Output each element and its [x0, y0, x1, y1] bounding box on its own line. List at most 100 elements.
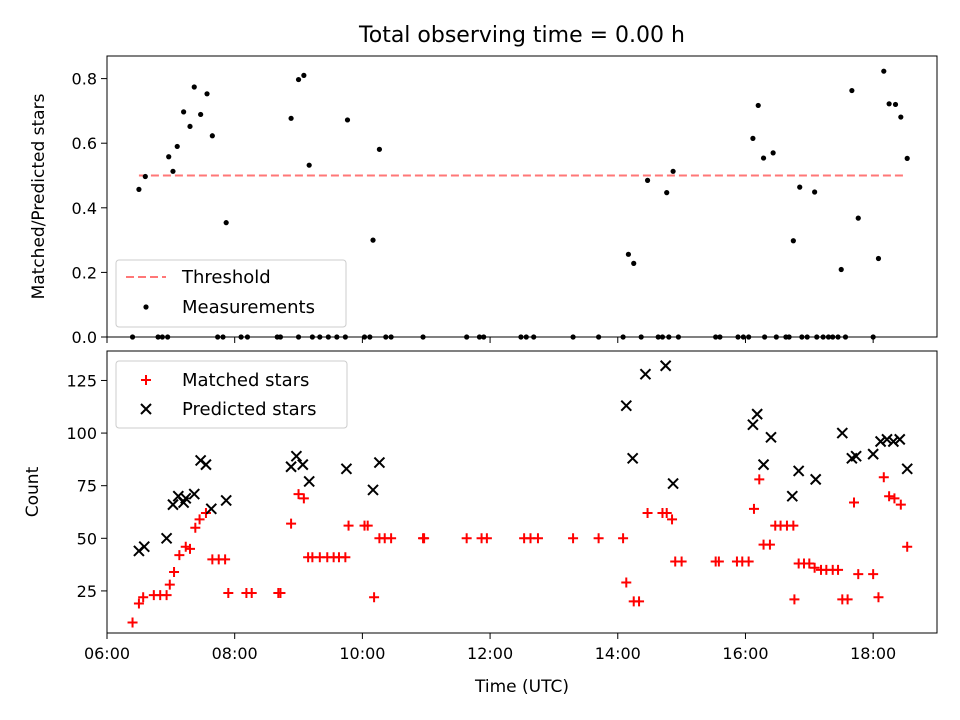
matched-star-point	[661, 508, 672, 519]
predicted-star-point	[757, 458, 770, 471]
predicted-star-point	[373, 456, 386, 469]
legend-predicted-swatch	[140, 403, 152, 415]
predicted-star-point	[205, 503, 217, 515]
measurement-point	[812, 189, 818, 195]
matched-star-point	[593, 533, 604, 544]
measurement-point	[288, 115, 294, 121]
bottom-y-tick-label: 125	[66, 371, 97, 390]
top-y-tick-label: 0.6	[72, 134, 97, 153]
predicted-star-point	[367, 484, 379, 496]
matched-star-point	[804, 558, 815, 569]
matched-star-point	[873, 592, 884, 603]
legend-matched-swatch	[141, 375, 151, 385]
bottom-legend: Matched stars Predicted stars	[115, 360, 348, 429]
measurement-point	[170, 168, 176, 174]
measurement-point	[136, 186, 142, 192]
measurement-point	[881, 68, 887, 74]
matched-star-point	[878, 472, 889, 483]
matched-star-point	[174, 550, 185, 561]
measurement-point	[370, 237, 376, 243]
matched-star-point	[286, 518, 297, 529]
predicted-star-point	[220, 494, 232, 507]
predicted-star-point	[881, 433, 893, 446]
measurement-point	[223, 220, 229, 226]
measurement-point	[875, 255, 882, 262]
predicted-star-point	[167, 498, 179, 511]
measurement-point	[631, 260, 637, 266]
matched-star-point	[275, 588, 286, 599]
predicted-star-point	[747, 418, 759, 431]
top-y-tick-label: 0.8	[72, 70, 97, 89]
matched-star-point	[169, 566, 180, 577]
bottom-y-tick-label: 100	[66, 424, 97, 443]
predicted-star-point	[901, 463, 913, 475]
predicted-star-point	[200, 458, 212, 471]
legend-measurements-swatch	[143, 304, 149, 310]
matched-star-point	[194, 514, 205, 525]
measurement-point	[892, 101, 899, 108]
measurement-point	[849, 87, 855, 94]
matched-star-point	[809, 562, 820, 573]
predicted-star-point	[340, 463, 353, 475]
matched-star-point	[223, 588, 234, 599]
bottom-panel	[127, 360, 913, 628]
matched-star-point	[634, 596, 645, 607]
measurement-point	[644, 177, 651, 183]
predicted-star-point	[180, 492, 192, 505]
x-tick-label: 10:00	[339, 644, 385, 663]
matched-star-point	[220, 554, 231, 565]
matched-star-point	[127, 617, 138, 628]
measurement-point	[898, 114, 904, 120]
matched-star-point	[833, 564, 844, 575]
measurement-point	[664, 190, 670, 196]
matched-star-point	[889, 493, 900, 504]
bottom-y-axis-label: Count	[23, 466, 43, 517]
predicted-star-point	[786, 490, 798, 502]
predicted-star-point	[874, 435, 887, 448]
matched-star-point	[849, 497, 859, 508]
predicted-star-point	[667, 477, 679, 490]
predicted-star-point	[626, 452, 639, 465]
matched-star-point	[185, 543, 195, 554]
measurement-point	[855, 215, 861, 221]
bottom-legend-box	[115, 360, 348, 429]
predicted-star-point	[792, 465, 805, 477]
measurement-point	[209, 133, 215, 139]
legend-predicted-label: Predicted stars	[182, 399, 316, 420]
legend-threshold-label: Threshold	[181, 267, 271, 288]
top-panel-frame	[106, 55, 938, 338]
legend-cross-marker	[140, 403, 152, 415]
matched-star-point	[164, 579, 175, 590]
matched-star-point	[868, 569, 879, 580]
measurement-point	[142, 173, 148, 180]
predicted-star-point	[188, 488, 200, 500]
x-axis-label: Time (UTC)	[474, 677, 569, 697]
matched-star-point	[340, 552, 351, 563]
bottom-panel-frame	[106, 350, 938, 634]
measurement-point	[760, 155, 767, 161]
x-tick-label: 18:00	[850, 644, 896, 663]
x-tick-label: 12:00	[467, 644, 513, 663]
matched-star-point	[419, 533, 430, 544]
predicted-star-point	[867, 448, 879, 460]
matched-star-point	[298, 493, 309, 504]
predicted-star-point	[297, 458, 309, 471]
matched-star-point	[161, 590, 172, 601]
measurement-point	[191, 84, 197, 90]
matched-star-point	[754, 474, 765, 485]
top-y-tick-label: 0.0	[72, 328, 97, 347]
bottom-y-tick-label: 50	[77, 529, 97, 548]
top-legend: Threshold Measurements	[115, 259, 347, 328]
matched-star-point	[842, 594, 853, 605]
measurement-point	[670, 168, 676, 174]
matched-star-point	[895, 499, 906, 510]
predicted-star-point	[765, 431, 777, 443]
bottom-y-tick-label: 25	[77, 582, 97, 601]
top-y-axis-label: Matched/Predicted stars	[29, 93, 49, 299]
matched-star-point	[667, 514, 678, 525]
legend-measurements-label: Measurements	[182, 297, 315, 318]
measurement-point	[886, 101, 892, 107]
matched-star-point	[789, 594, 800, 605]
predicted-star-point	[850, 450, 862, 462]
predicted-star-point	[285, 461, 297, 473]
